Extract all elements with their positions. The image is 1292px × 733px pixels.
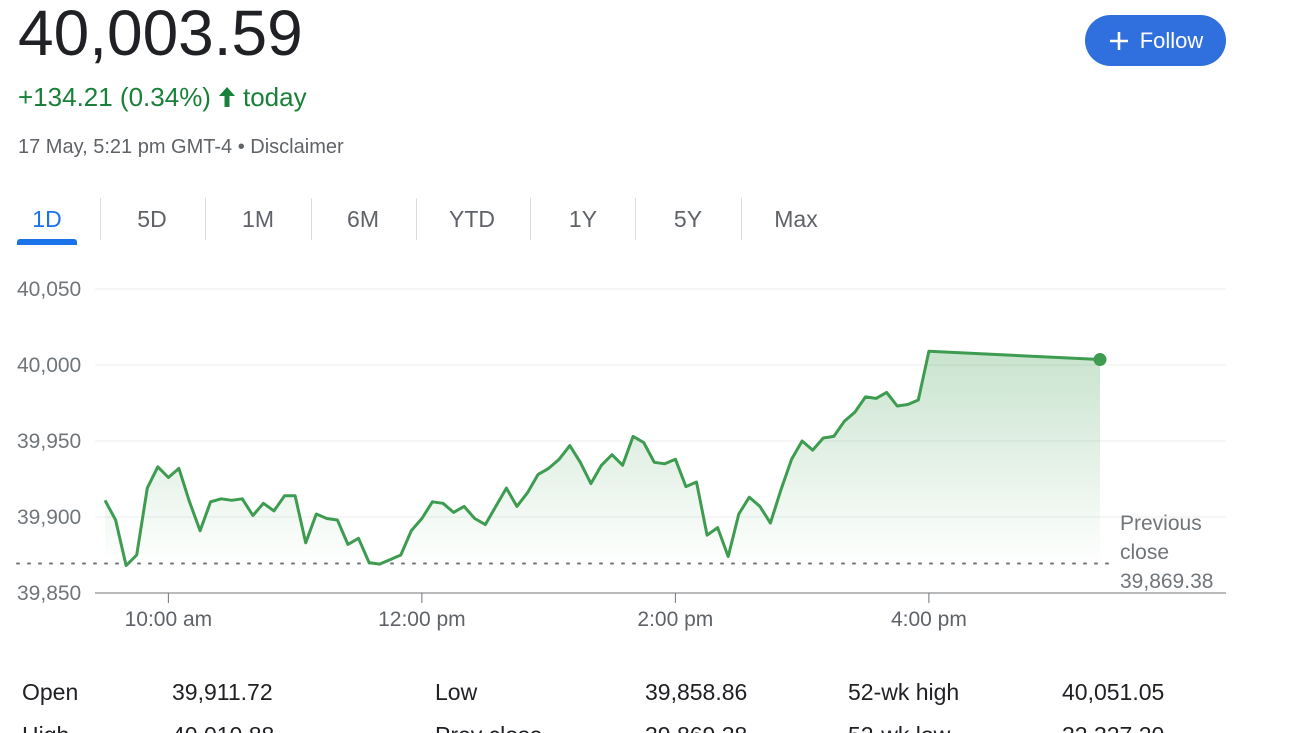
tab-separator: [741, 198, 742, 240]
x-tick-label: 4:00 pm: [891, 608, 967, 631]
stat-value: 39,911.72: [172, 679, 273, 705]
stat-value: 39,869.38: [645, 721, 747, 733]
range-tab[interactable]: Max: [774, 206, 818, 232]
previous-close-title: Previous close: [1120, 512, 1202, 564]
tab-separator: [100, 198, 101, 240]
tab-separator: [635, 198, 636, 240]
change-suffix: today: [242, 82, 307, 112]
stat-label: 52-wk high: [848, 679, 960, 705]
previous-close-label: Previous close 39,869.38: [1120, 509, 1230, 596]
stat-value: 40,010.88: [172, 721, 274, 733]
stat-label: Prev close: [435, 721, 542, 733]
stat-value: 32,327.20: [1062, 721, 1164, 733]
y-tick-label: 39,950: [17, 430, 81, 453]
tab-separator: [416, 198, 417, 240]
stat-value: 39,858.86: [645, 679, 748, 705]
plus-icon: [1109, 31, 1128, 50]
price-line: [103, 349, 1101, 568]
follow-label: Follow: [1139, 27, 1204, 53]
up-arrow: [218, 87, 235, 107]
change-value: +134.21 (0.34%): [18, 82, 211, 112]
x-tick-label: 10:00 am: [125, 608, 213, 631]
tab-underline: [17, 239, 77, 245]
separator: •: [237, 136, 245, 158]
tab-separator: [205, 198, 206, 240]
range-tab[interactable]: 1M: [242, 206, 274, 232]
change: +134.21 (0.34%) today: [18, 82, 307, 112]
last-point: [1093, 353, 1107, 367]
range-tab[interactable]: 5D: [137, 206, 167, 232]
disclaimer[interactable]: Disclaimer: [250, 136, 344, 158]
previous-close-value: 39,869.38: [1120, 570, 1214, 593]
range-tab[interactable]: YTD: [449, 206, 495, 232]
timestamp-line: 17 May, 5:21 pm GMT-4 • Disclaimer: [18, 135, 344, 159]
price: 40,003.59: [18, 0, 303, 69]
range-tab[interactable]: 1D: [32, 206, 62, 232]
range-tab[interactable]: 1Y: [568, 206, 598, 232]
y-tick-label: 39,850: [17, 582, 81, 605]
tab-separator: [311, 198, 312, 240]
y-tick-label: 40,050: [17, 278, 81, 301]
x-tick-label: 2:00 pm: [637, 608, 713, 631]
range-tab[interactable]: 5Y: [673, 206, 703, 232]
tab-separator: [530, 198, 531, 240]
follow-button[interactable]: Follow: [1085, 15, 1226, 66]
stat-label: 52-wk low: [848, 721, 950, 733]
stat-value: 40,051.05: [1062, 679, 1165, 705]
area-fill: [105, 351, 1100, 564]
range-tab[interactable]: 6M: [347, 206, 379, 232]
stat-label: Low: [435, 679, 478, 705]
x-tick-label: 12:00 pm: [378, 608, 466, 631]
timestamp: 17 May, 5:21 pm GMT-4: [18, 136, 233, 158]
y-tick-label: 40,000: [17, 354, 81, 377]
stat-label: High: [22, 721, 69, 733]
stat-label: Open: [22, 679, 79, 705]
y-tick-label: 39,900: [17, 506, 81, 529]
